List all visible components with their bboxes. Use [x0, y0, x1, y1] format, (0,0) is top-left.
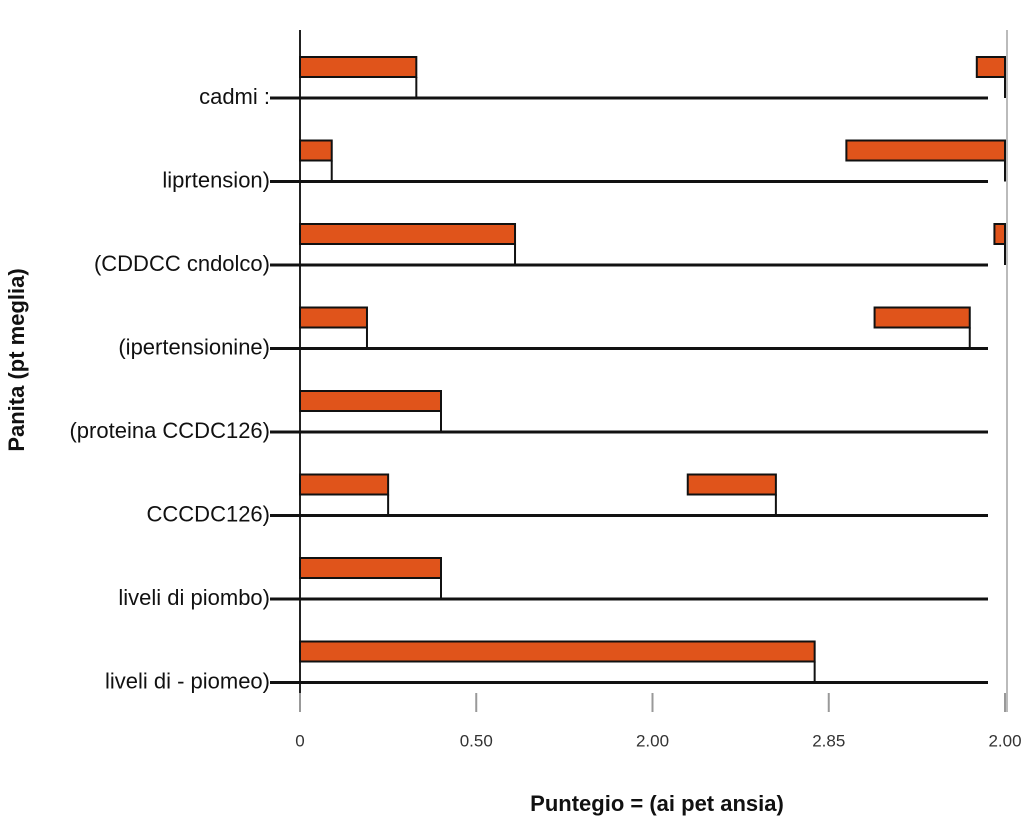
- x-tick-label: 2.00: [988, 731, 1021, 750]
- y-tick-label: liveli di piombo): [118, 585, 270, 610]
- bar: [299, 306, 368, 329]
- bar: [299, 223, 517, 245]
- bar: [975, 56, 1006, 78]
- bar: [299, 640, 816, 663]
- bar: [686, 473, 777, 496]
- y-tick-label: (CDDCC cndolco): [94, 251, 270, 276]
- y-tick-label: cadmi :: [199, 84, 270, 109]
- bar: [299, 139, 333, 162]
- x-axis-title: Puntegio = (ai pet ansia): [530, 791, 784, 816]
- x-tick-label: 2.00: [636, 731, 669, 750]
- y-tick-label: (ipertensionine): [118, 334, 270, 359]
- y-tick-label: (proteina CCDC126): [69, 418, 270, 443]
- y-axis-title: Panita (pt meglia): [4, 268, 29, 451]
- bar: [299, 56, 418, 78]
- bar: [299, 557, 442, 579]
- bar: [873, 306, 971, 329]
- x-tick-label: 0: [295, 731, 304, 750]
- bar: [299, 390, 442, 412]
- bar: [993, 223, 1006, 245]
- x-tick-label: 0.50: [460, 731, 493, 750]
- y-tick-label: CCCDC126): [147, 501, 270, 526]
- bar: [845, 139, 1006, 162]
- y-tick-label: liprtension): [162, 167, 270, 192]
- bar: [299, 473, 390, 496]
- y-tick-label: liveli di - piomeo): [105, 668, 270, 693]
- x-tick-label: 2.85: [812, 731, 845, 750]
